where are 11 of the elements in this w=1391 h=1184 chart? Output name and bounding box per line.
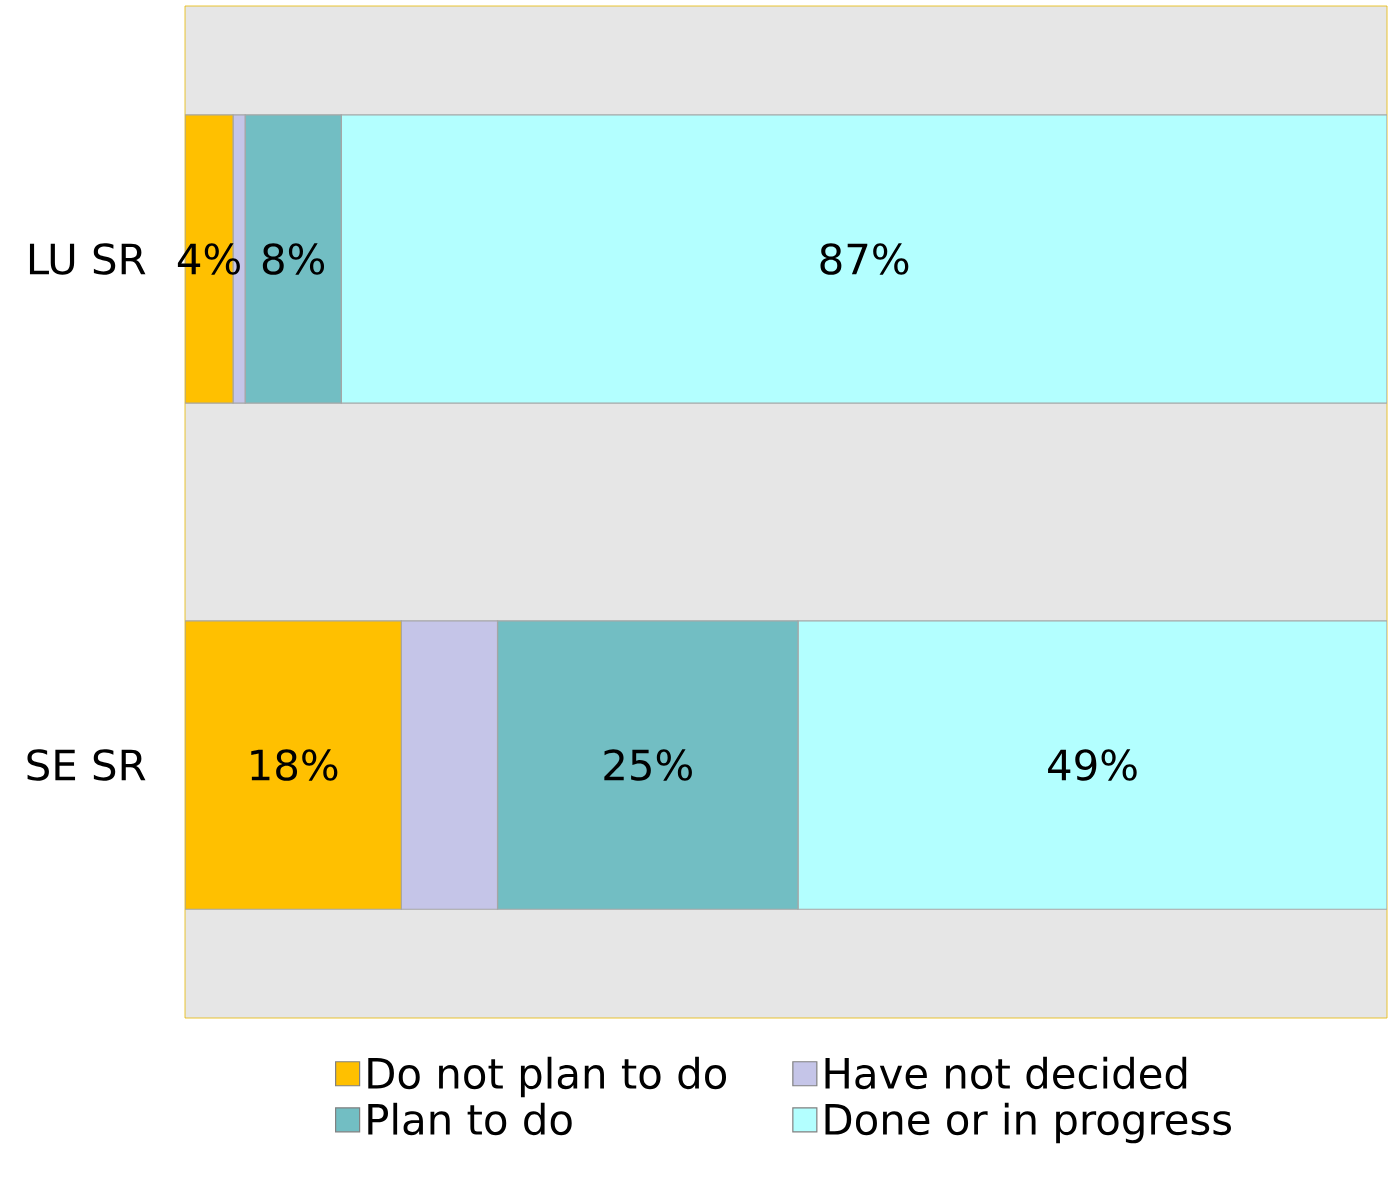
- legend-label: Done or in progress: [825, 1102, 1231, 1144]
- y-tick-label: LU SR: [29, 243, 146, 275]
- legend-label: Do not plan to do: [368, 1056, 727, 1098]
- data-label: 18%: [251, 749, 338, 781]
- legend-label: Plan to do: [368, 1102, 572, 1136]
- data-label: 8%: [262, 243, 325, 275]
- y-tick-label: SE SR: [27, 749, 146, 781]
- data-label: 87%: [820, 243, 909, 275]
- data-label: 49%: [1048, 749, 1137, 781]
- data-label: 25%: [604, 749, 692, 781]
- legend-label: Have not decided: [825, 1056, 1187, 1090]
